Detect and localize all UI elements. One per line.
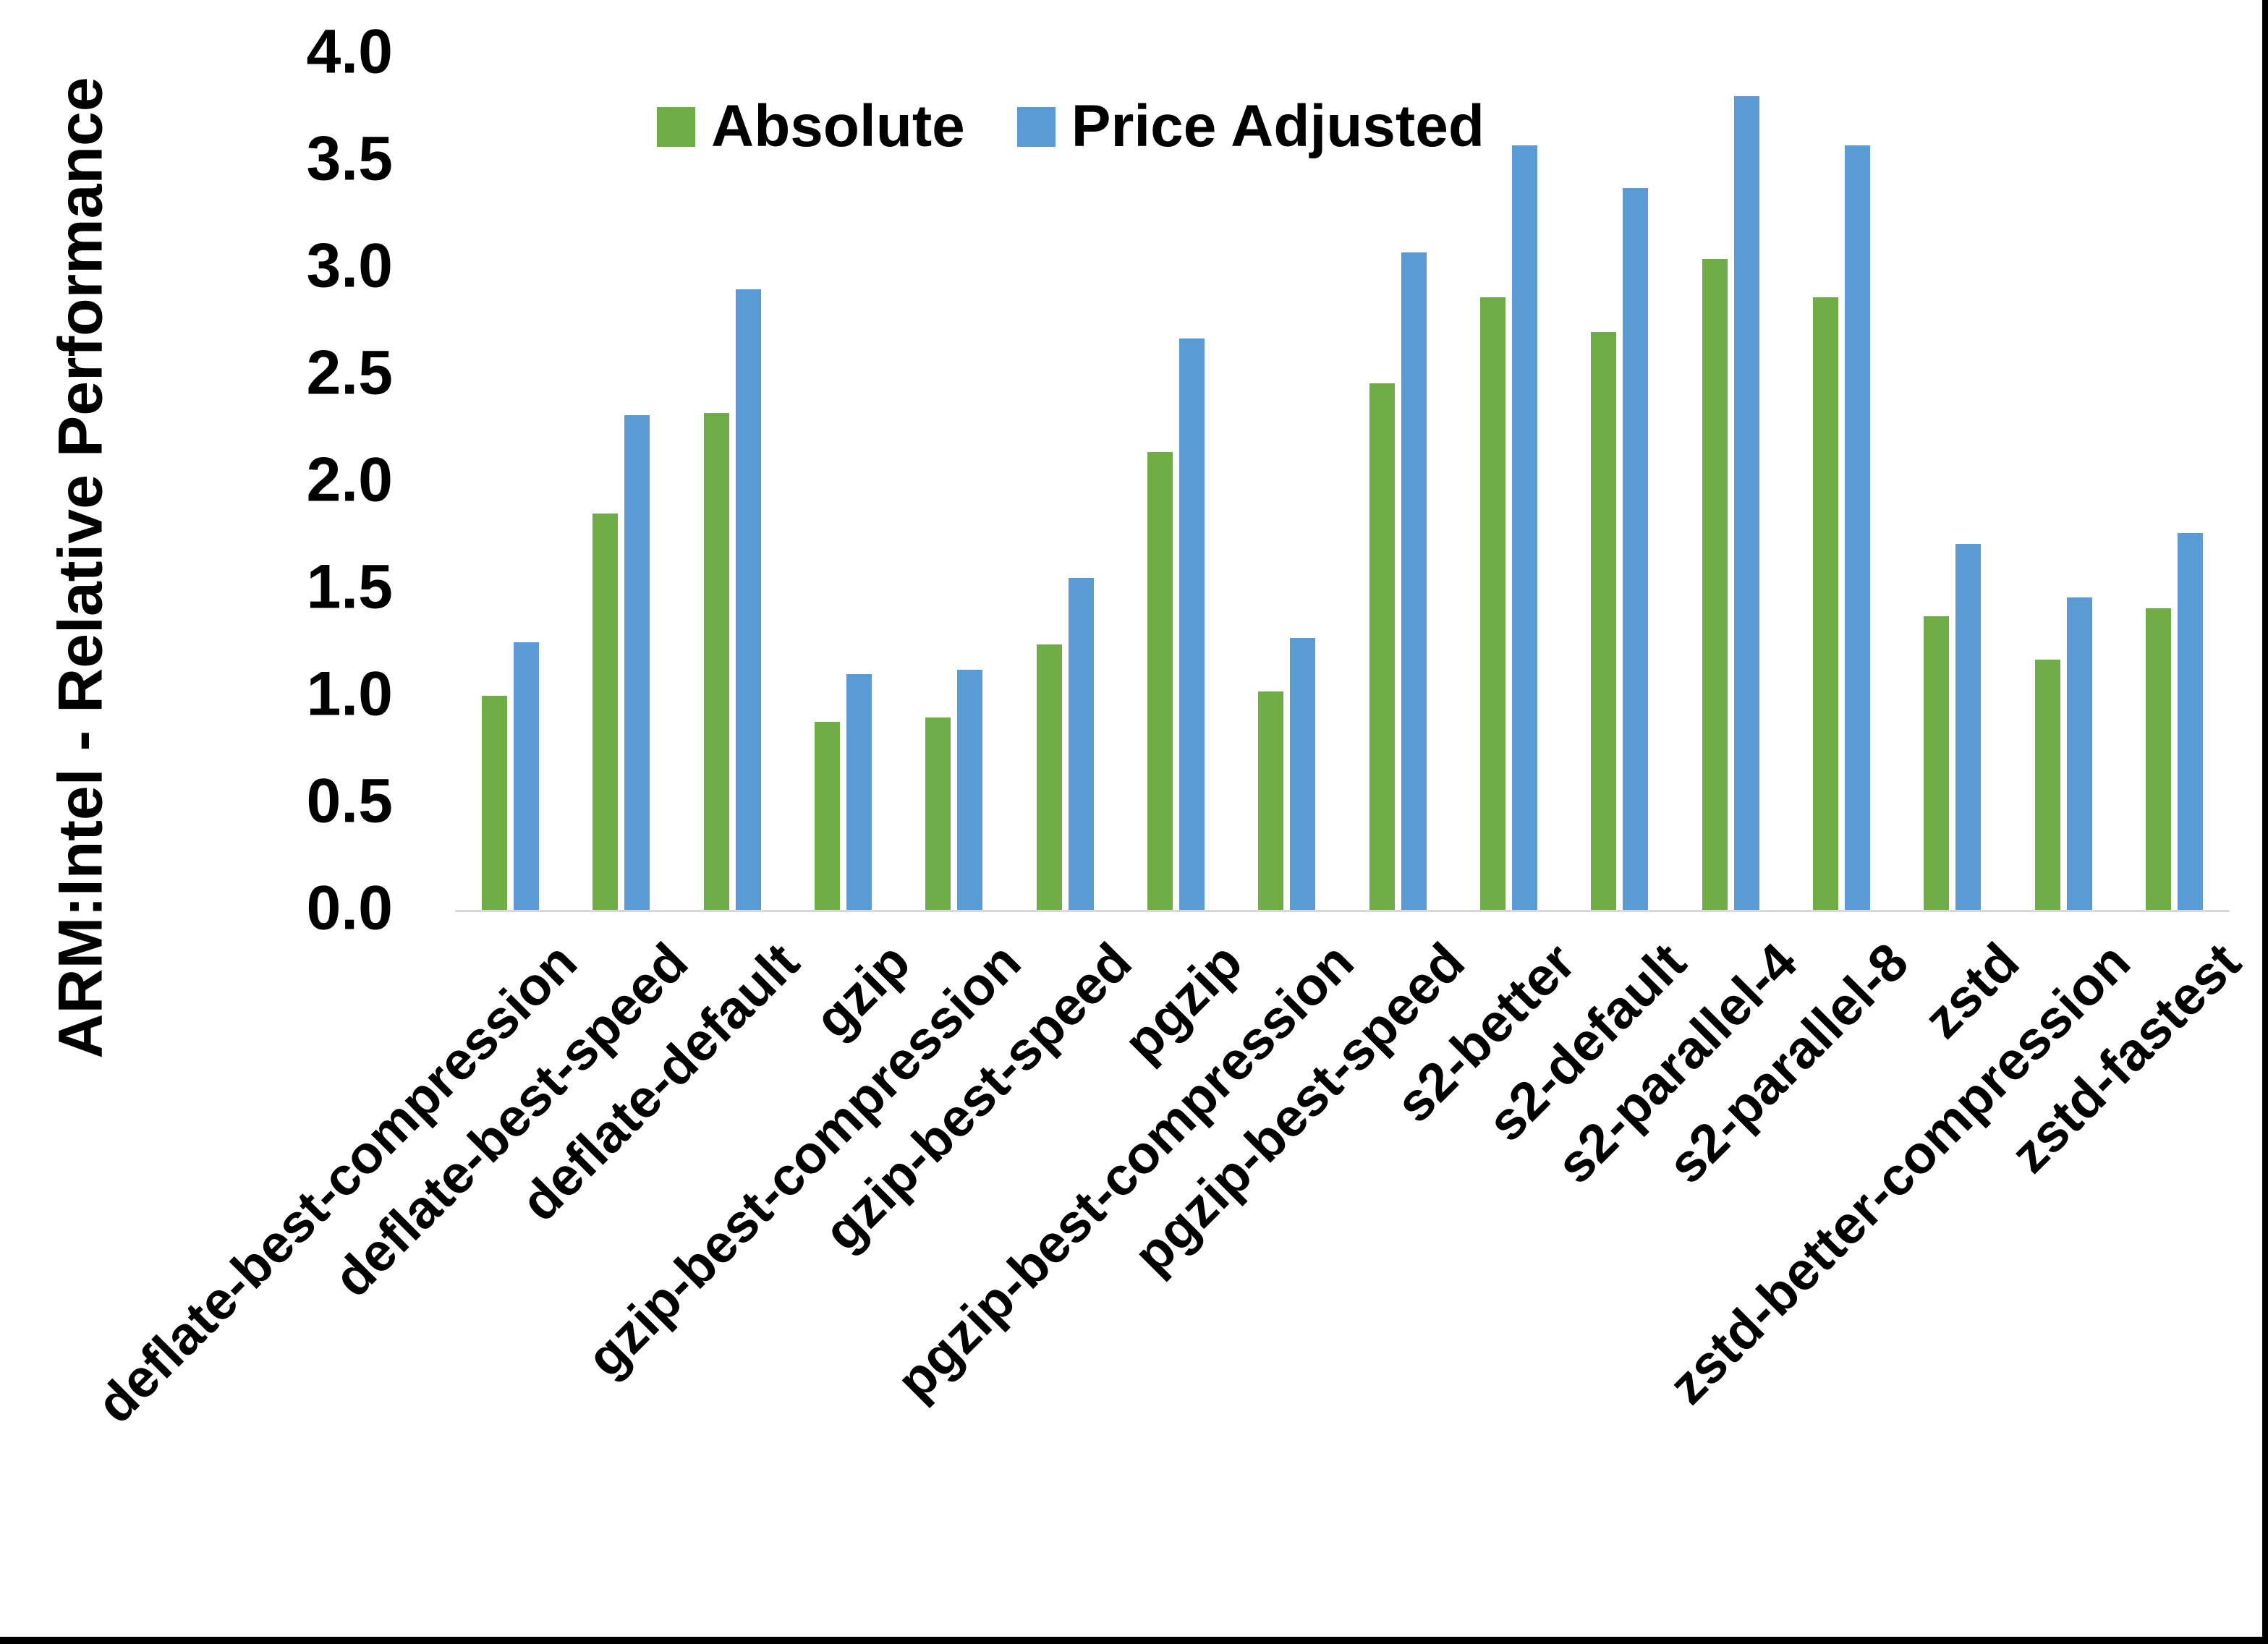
frame-border-bottom xyxy=(0,1637,2268,1644)
x-category-label-deflate-best-compression: deflate-best-compression xyxy=(85,931,589,1435)
bar-price-adjusted-s2-better xyxy=(1511,145,1537,910)
bar-absolute-gzip xyxy=(815,721,841,910)
bar-absolute-zstd-better-compression xyxy=(2034,659,2060,910)
bar-absolute-zstd xyxy=(1924,616,1950,910)
bar-price-adjusted-pgzip-best-speed xyxy=(1401,252,1427,910)
bar-price-adjusted-s2-default xyxy=(1623,188,1649,910)
legend-label: Price Adjusted xyxy=(1071,93,1485,159)
y-tick-label: 0.0 xyxy=(306,873,393,943)
bar-price-adjusted-gzip-best-speed xyxy=(1068,578,1094,910)
legend-swatch-icon xyxy=(1016,106,1056,147)
y-tick-label: 2.0 xyxy=(306,445,393,515)
bar-price-adjusted-zstd-fastest xyxy=(2177,533,2203,910)
bar-price-adjusted-deflate-default xyxy=(735,289,761,910)
bar-absolute-gzip-best-speed xyxy=(1036,644,1062,910)
bar-absolute-s2-parallel-8 xyxy=(1812,297,1838,910)
bar-absolute-pgzip-best-speed xyxy=(1369,383,1395,910)
bar-price-adjusted-pgzip xyxy=(1179,338,1205,910)
bar-absolute-deflate-best-compression xyxy=(482,696,508,910)
legend-swatch-icon xyxy=(657,106,695,147)
bar-absolute-deflate-best-speed xyxy=(593,514,619,910)
bar-absolute-s2-default xyxy=(1591,331,1617,910)
bar-price-adjusted-s2-parallel-8 xyxy=(1844,145,1870,910)
x-axis-line xyxy=(455,910,2230,912)
legend: Absolute Price Adjusted xyxy=(657,93,1485,161)
bar-price-adjusted-gzip-best-compression xyxy=(957,670,983,910)
bar-absolute-gzip-best-compression xyxy=(925,717,951,910)
bar-price-adjusted-zstd-better-compression xyxy=(2066,597,2092,910)
bar-price-adjusted-zstd xyxy=(1955,543,1982,910)
bar-absolute-deflate-default xyxy=(703,413,729,910)
bar-price-adjusted-pgzip-best-compression xyxy=(1290,638,1316,910)
y-tick-label: 0.5 xyxy=(306,766,393,836)
bar-price-adjusted-gzip xyxy=(846,674,872,910)
y-tick-label: 3.0 xyxy=(306,231,393,301)
y-tick-label: 1.5 xyxy=(306,552,393,622)
y-tick-label: 1.0 xyxy=(306,659,393,729)
bar-price-adjusted-deflate-best-compression xyxy=(514,642,540,910)
bar-absolute-pgzip xyxy=(1147,451,1173,910)
legend-item-price-adjusted: Price Adjusted xyxy=(1016,93,1485,161)
bar-absolute-s2-better xyxy=(1479,297,1505,910)
bar-price-adjusted-s2-parallel-4 xyxy=(1733,96,1759,910)
bar-price-adjusted-deflate-best-speed xyxy=(624,415,650,910)
bar-absolute-zstd-fastest xyxy=(2145,608,2171,910)
bar-absolute-pgzip-best-compression xyxy=(1258,691,1284,910)
y-tick-label: 3.5 xyxy=(306,124,393,194)
y-tick-label: 4.0 xyxy=(306,17,393,87)
legend-item-absolute: Absolute xyxy=(657,93,965,161)
y-axis-title: ARM:Intel - Relative Performance xyxy=(46,77,116,1059)
bar-absolute-s2-parallel-4 xyxy=(1702,259,1728,910)
frame-border-right xyxy=(2262,0,2268,1644)
legend-label: Absolute xyxy=(711,93,965,159)
y-tick-label: 2.5 xyxy=(306,338,393,408)
